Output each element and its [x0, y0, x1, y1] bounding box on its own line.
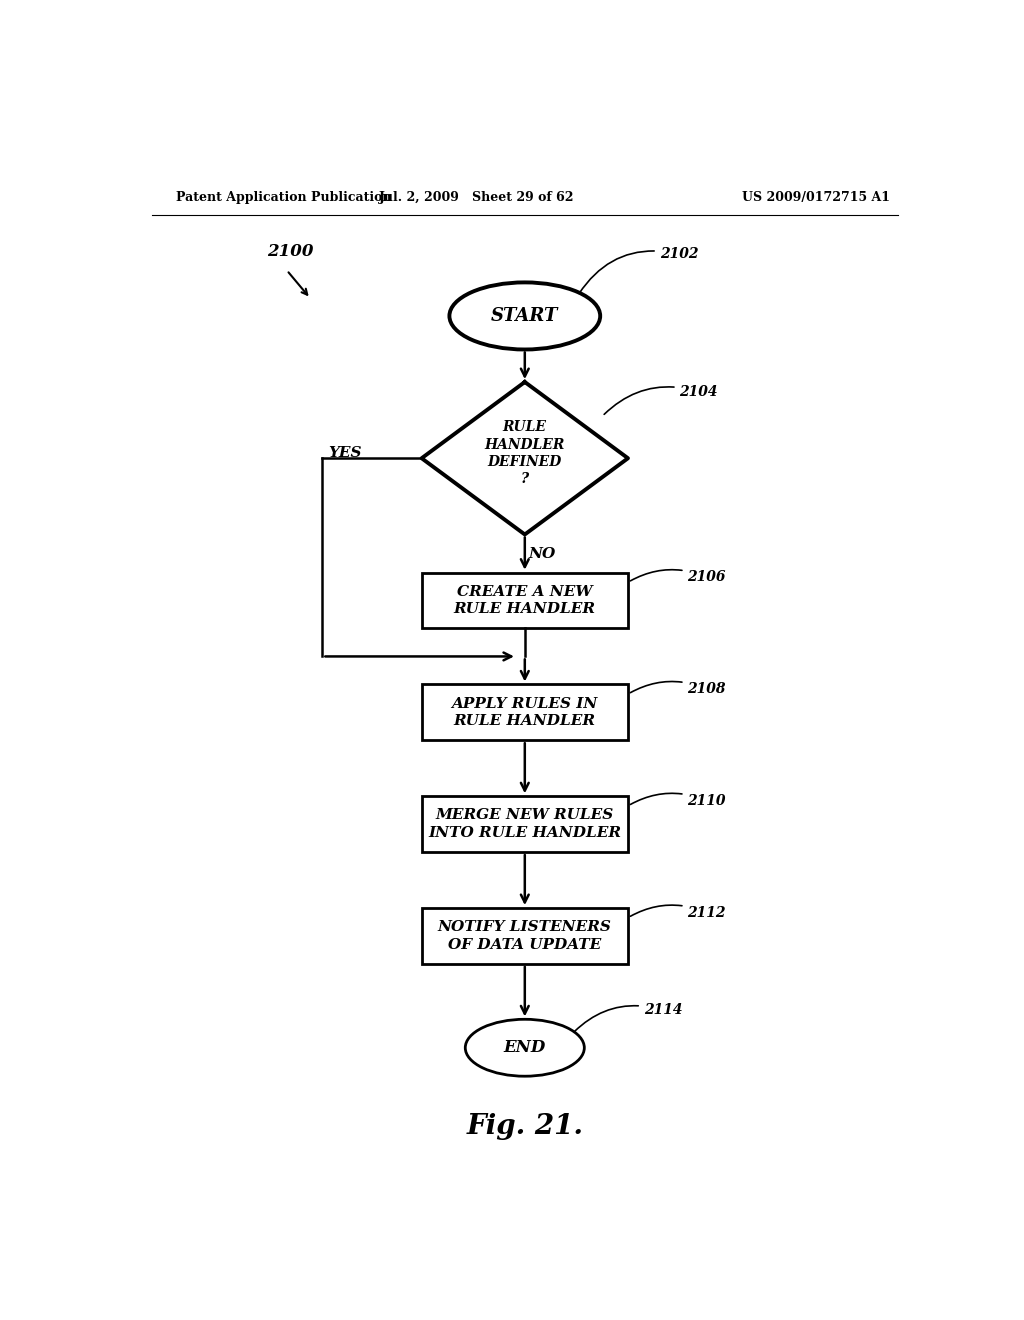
Bar [422, 684, 628, 741]
Text: 2108: 2108 [631, 681, 726, 696]
Text: END: END [504, 1039, 546, 1056]
Polygon shape [422, 381, 628, 535]
Text: APPLY RULES IN
RULE HANDLER: APPLY RULES IN RULE HANDLER [452, 697, 598, 729]
Text: MERGE NEW RULES
INTO RULE HANDLER: MERGE NEW RULES INTO RULE HANDLER [428, 808, 622, 840]
Text: US 2009/0172715 A1: US 2009/0172715 A1 [741, 190, 890, 203]
Text: START: START [492, 308, 558, 325]
Bar [422, 573, 628, 628]
Text: 2102: 2102 [580, 247, 698, 293]
Text: CREATE A NEW
RULE HANDLER: CREATE A NEW RULE HANDLER [454, 585, 596, 616]
Text: 2110: 2110 [631, 793, 726, 808]
Text: RULE
HANDLER
DEFINED
?: RULE HANDLER DEFINED ? [484, 420, 565, 486]
Text: 2104: 2104 [604, 384, 718, 414]
Text: Jul. 2, 2009   Sheet 29 of 62: Jul. 2, 2009 Sheet 29 of 62 [380, 190, 574, 203]
Bar [422, 908, 628, 964]
Text: YES: YES [329, 446, 362, 461]
Text: Fig. 21.: Fig. 21. [466, 1113, 584, 1139]
Bar [422, 796, 628, 853]
Text: NOTIFY LISTENERS
OF DATA UPDATE: NOTIFY LISTENERS OF DATA UPDATE [438, 920, 611, 952]
Text: 2100: 2100 [267, 243, 313, 260]
Ellipse shape [450, 282, 600, 350]
Text: NO: NO [528, 546, 556, 561]
Ellipse shape [465, 1019, 585, 1076]
Text: 2112: 2112 [631, 906, 726, 920]
Text: 2114: 2114 [574, 1003, 682, 1031]
Text: Patent Application Publication: Patent Application Publication [176, 190, 391, 203]
Text: 2106: 2106 [631, 570, 726, 585]
